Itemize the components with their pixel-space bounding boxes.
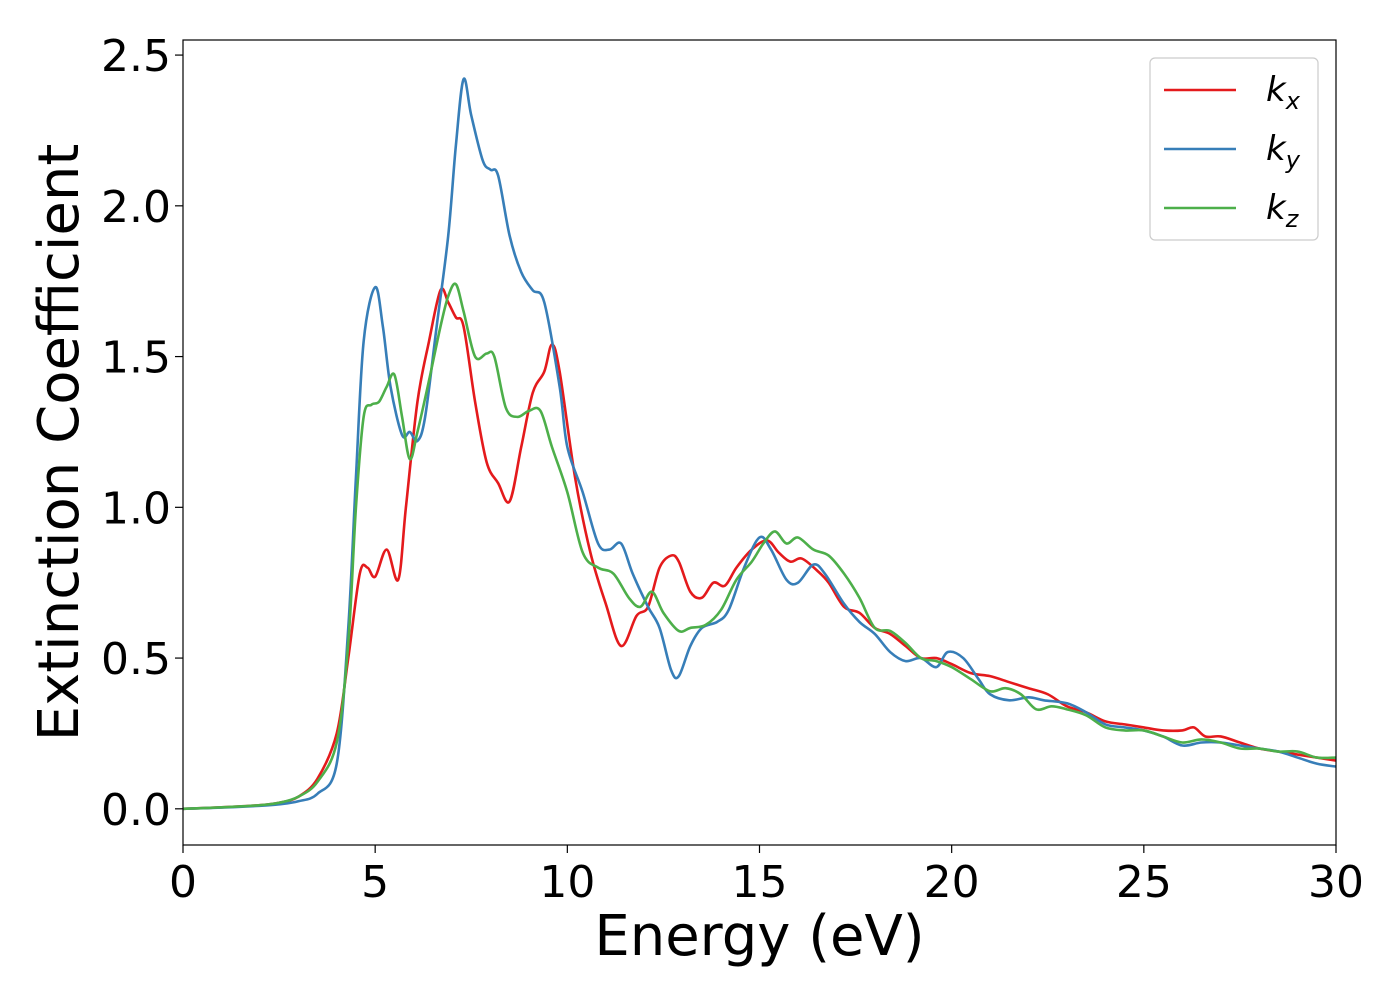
legend-label: ky	[1266, 129, 1301, 174]
series-line-k-y	[183, 77, 1336, 811]
x-tick-label: 25	[1116, 857, 1172, 908]
x-axis-title: Energy (eV)	[594, 904, 924, 969]
x-tick-label: 30	[1308, 857, 1364, 908]
series-line-k-z	[183, 282, 1336, 811]
series-line-k-x	[183, 287, 1336, 811]
legend-label: kx	[1266, 70, 1301, 115]
x-tick-label: 0	[169, 857, 197, 908]
y-axis: 0.0 0.5 1.0 1.5 2.0 2.5	[101, 31, 183, 836]
y-tick-label: 2.0	[101, 182, 171, 233]
legend-label: kz	[1266, 188, 1300, 233]
y-tick-label: 1.0	[101, 483, 171, 534]
x-tick-label: 10	[539, 857, 595, 908]
x-tick-label: 15	[732, 857, 788, 908]
x-axis: 0 5 10 15 20 25 30	[169, 845, 1364, 908]
y-axis-title: Extinction Coefficient	[27, 144, 92, 742]
y-tick-label: 0.0	[101, 785, 171, 836]
y-tick-label: 1.5	[101, 333, 171, 384]
series-layer	[183, 77, 1336, 811]
x-tick-label: 20	[924, 857, 980, 908]
x-tick-label: 5	[361, 857, 389, 908]
y-tick-label: 0.5	[101, 634, 171, 685]
y-tick-label: 2.5	[101, 31, 171, 82]
legend: kx ky kz	[1149, 57, 1319, 241]
